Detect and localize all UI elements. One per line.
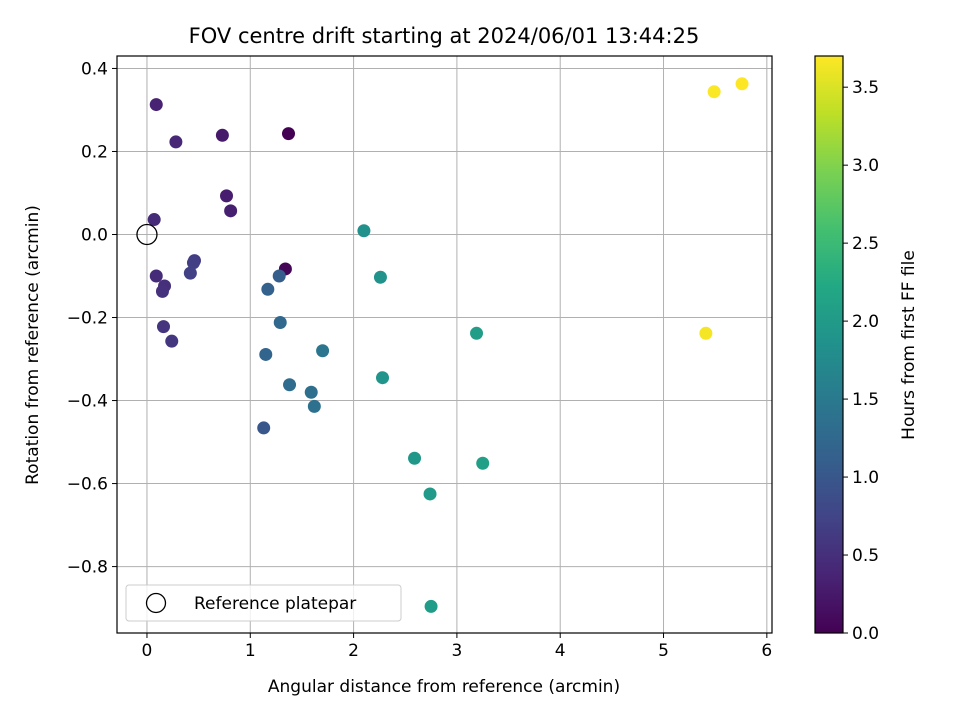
data-point bbox=[281, 127, 295, 141]
y-tick-label: −0.2 bbox=[67, 309, 108, 329]
y-axis-label: Rotation from reference (arcmin) bbox=[23, 205, 43, 485]
data-point bbox=[224, 204, 238, 218]
data-point bbox=[183, 266, 197, 280]
data-point bbox=[155, 284, 169, 298]
colorbar-label: Hours from first FF file bbox=[899, 250, 919, 440]
y-tick-label: 0.2 bbox=[81, 142, 108, 162]
x-tick-label: 6 bbox=[761, 641, 772, 661]
colorbar-gradient bbox=[815, 56, 843, 633]
data-point bbox=[149, 269, 163, 283]
plot-area: 0 1 2 3 4 5 6 0.4 0.2 0.0 −0.2 −0.4 −0.6 −0.8 bbox=[67, 55, 773, 661]
x-tick-label: 1 bbox=[245, 641, 256, 661]
data-point bbox=[699, 326, 713, 340]
colorbar-tick-label: 3.0 bbox=[852, 156, 879, 176]
data-point bbox=[304, 385, 318, 399]
y-axis-ticks: 0.4 0.2 0.0 −0.2 −0.4 −0.6 −0.8 bbox=[67, 59, 117, 578]
data-point bbox=[273, 315, 287, 329]
colorbar-ticks: 0.0 0.5 1.0 1.5 2.0 2.5 3.0 3.5 bbox=[843, 78, 879, 644]
x-tick-label: 2 bbox=[348, 641, 359, 661]
y-tick-label: −0.6 bbox=[67, 475, 108, 495]
data-point bbox=[423, 487, 437, 501]
data-point bbox=[261, 282, 275, 296]
data-point bbox=[257, 421, 271, 435]
colorbar-tick-label: 2.0 bbox=[852, 312, 879, 332]
colorbar-tick-label: 3.5 bbox=[852, 78, 879, 98]
legend-box bbox=[125, 584, 402, 622]
y-tick-label: −0.4 bbox=[67, 392, 108, 412]
legend-marker-reference bbox=[145, 592, 167, 614]
y-tick-label: −0.8 bbox=[67, 558, 108, 578]
data-point bbox=[424, 599, 438, 613]
grid-lines bbox=[117, 56, 772, 633]
data-point bbox=[156, 320, 170, 334]
colorbar-tick-label: 0.5 bbox=[852, 546, 879, 566]
data-point bbox=[147, 213, 161, 227]
reference-platepar-marker bbox=[136, 223, 158, 246]
data-point bbox=[215, 128, 229, 142]
data-points bbox=[147, 77, 749, 613]
axes-frame bbox=[116, 55, 773, 634]
data-point bbox=[283, 378, 297, 392]
colorbar-tick-label: 0.0 bbox=[852, 624, 879, 644]
chart-title: FOV centre drift starting at 2024/06/01 … bbox=[189, 24, 700, 48]
data-point bbox=[357, 224, 371, 238]
legend-label-reference: Reference platepar bbox=[194, 594, 356, 614]
colorbar-tick-label: 2.5 bbox=[852, 234, 879, 254]
data-point bbox=[373, 270, 387, 284]
colorbar-tick-label: 1.5 bbox=[852, 390, 879, 410]
colorbar-frame bbox=[814, 55, 844, 634]
y-tick-label: 0.0 bbox=[81, 225, 108, 245]
data-point bbox=[307, 399, 321, 413]
data-point bbox=[220, 189, 234, 203]
data-point bbox=[186, 256, 200, 270]
y-tick-label: 0.4 bbox=[81, 59, 108, 79]
data-point bbox=[259, 347, 273, 361]
colorbar: 0.0 0.5 1.0 1.5 2.0 2.5 3.0 3.5 Hours from firs… bbox=[814, 55, 919, 644]
colorbar-tick-label: 1.0 bbox=[852, 468, 879, 488]
data-point bbox=[376, 371, 390, 385]
data-point bbox=[476, 456, 490, 470]
x-tick-label: 5 bbox=[658, 641, 669, 661]
data-point bbox=[707, 85, 721, 99]
data-point bbox=[470, 326, 484, 340]
x-tick-label: 0 bbox=[142, 641, 153, 661]
data-point bbox=[165, 334, 179, 348]
data-point bbox=[316, 344, 330, 358]
data-point bbox=[272, 269, 286, 283]
x-tick-label: 4 bbox=[555, 641, 566, 661]
data-point bbox=[408, 451, 422, 465]
data-point bbox=[169, 135, 183, 149]
legend: Reference platepar bbox=[125, 584, 402, 622]
data-point bbox=[149, 98, 163, 112]
reference-layer bbox=[136, 223, 158, 246]
x-axis-ticks: 0 1 2 3 4 5 6 bbox=[142, 633, 772, 661]
data-point bbox=[735, 77, 749, 91]
x-axis-label: Angular distance from reference (arcmin) bbox=[268, 677, 620, 697]
x-tick-label: 3 bbox=[451, 641, 462, 661]
